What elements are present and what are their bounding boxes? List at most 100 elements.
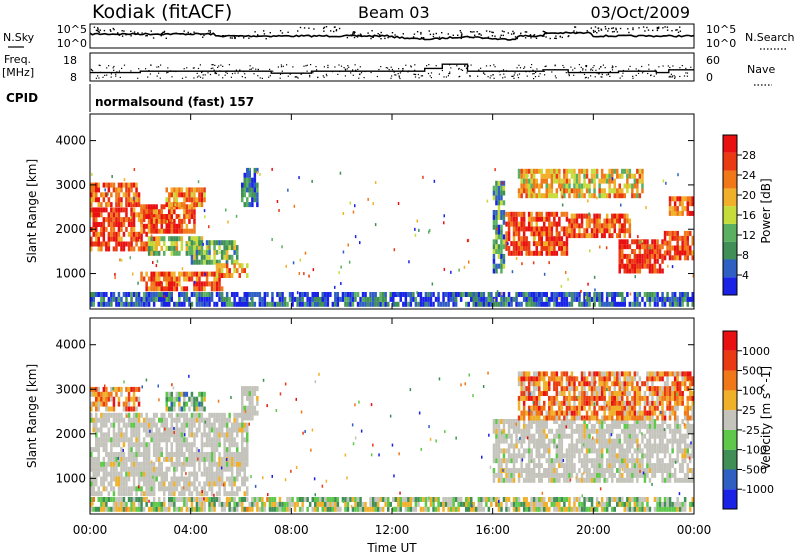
power-cell [220,254,224,260]
power-cell [127,192,131,198]
power-cell [253,301,257,307]
power-cell [127,246,131,252]
velocity-cell [147,461,151,467]
nave-dot [344,75,346,77]
power-cell [558,221,561,227]
power-cell [173,250,176,256]
velocity-cell [246,506,249,512]
power-cell [233,296,236,302]
power-cell [530,226,533,232]
velocity-cell [220,412,224,418]
power-cell [225,260,228,264]
velocity-cell [233,481,236,487]
velocity-cell [570,438,574,444]
velocity-cell [233,491,236,497]
velocity-cell [364,506,367,512]
nave-dot [590,69,592,71]
power-cell [623,253,626,259]
velocity-cell [105,422,108,428]
power-cell [689,196,692,202]
velocity-cell [666,497,669,502]
velocity-cell [100,506,103,512]
power-cell [112,231,116,237]
power-cell [558,241,561,247]
velocity-cell [117,417,121,423]
velocity-cell [110,471,113,477]
noise-search-dot [269,32,271,34]
noise-search-dot [146,35,148,37]
velocity-cell [175,497,179,502]
power-cell [532,178,536,184]
power-cell [613,228,616,234]
velocity-cell [140,422,143,428]
power-cell [563,296,566,302]
power-cell [188,187,191,193]
velocity-cell [233,442,236,448]
velocity-cell [173,491,176,497]
velocity-cell [130,386,133,392]
power-cell [515,250,518,256]
velocity-cell [600,472,604,478]
velocity-cell [97,427,100,433]
power-cell [545,241,548,247]
velocity-cell [462,501,465,507]
velocity-cell [228,481,231,487]
velocity-cell [175,456,179,462]
velocity-cell [112,501,116,507]
velocity-cell [553,506,556,512]
velocity-cell [241,432,244,438]
velocity-cell [525,433,528,439]
power-cell [631,301,634,307]
noise-search-dot [350,35,353,37]
velocity-cell [185,422,189,428]
velocity-cell [218,437,221,443]
nave-dot [115,73,117,75]
nave-dot [306,70,308,72]
power-cell [532,193,536,199]
power-cell [535,296,538,302]
power-cell [173,192,176,198]
power-cell [369,296,372,302]
velocity-cell [127,476,131,482]
velocity-cell [560,428,564,434]
velocity-cell [344,497,347,502]
noise-search-dot [605,28,607,30]
velocity-cell [580,477,584,483]
velocity-cell [225,476,229,482]
nave-dot [113,65,115,68]
power-cell [578,301,581,307]
power-cell [376,301,380,307]
velocity-cell [203,452,206,457]
power-cell [580,213,584,219]
power-cell [527,250,531,256]
nave-dot [670,73,672,75]
velocity-cell [568,448,571,454]
power-cell [686,196,689,202]
power-cell [102,222,106,227]
nave-dot [222,65,224,67]
velocity-cell [500,477,503,483]
nave-dot [327,64,329,66]
velocity-cell [205,422,209,428]
power-cell [623,244,626,250]
noise-search-dot [611,31,614,33]
velocity-cell [110,456,113,462]
velocity-cell [178,417,181,423]
power-cell [150,281,153,287]
velocity-cell [117,506,121,512]
power-cell [500,195,503,201]
power-cell [163,296,166,302]
power-cell [583,193,586,199]
nave-dot [685,72,687,74]
velocity-cell [223,422,226,428]
power-cell [170,292,173,297]
power-cell [568,218,571,224]
velocity-cell [354,497,357,502]
power-cell [468,260,470,264]
velocity-cell [251,405,254,411]
power-cell [147,286,151,292]
velocity-cell [454,506,458,512]
velocity-cell [97,506,100,512]
velocity-cell [374,501,377,507]
velocity-cell [243,386,246,392]
